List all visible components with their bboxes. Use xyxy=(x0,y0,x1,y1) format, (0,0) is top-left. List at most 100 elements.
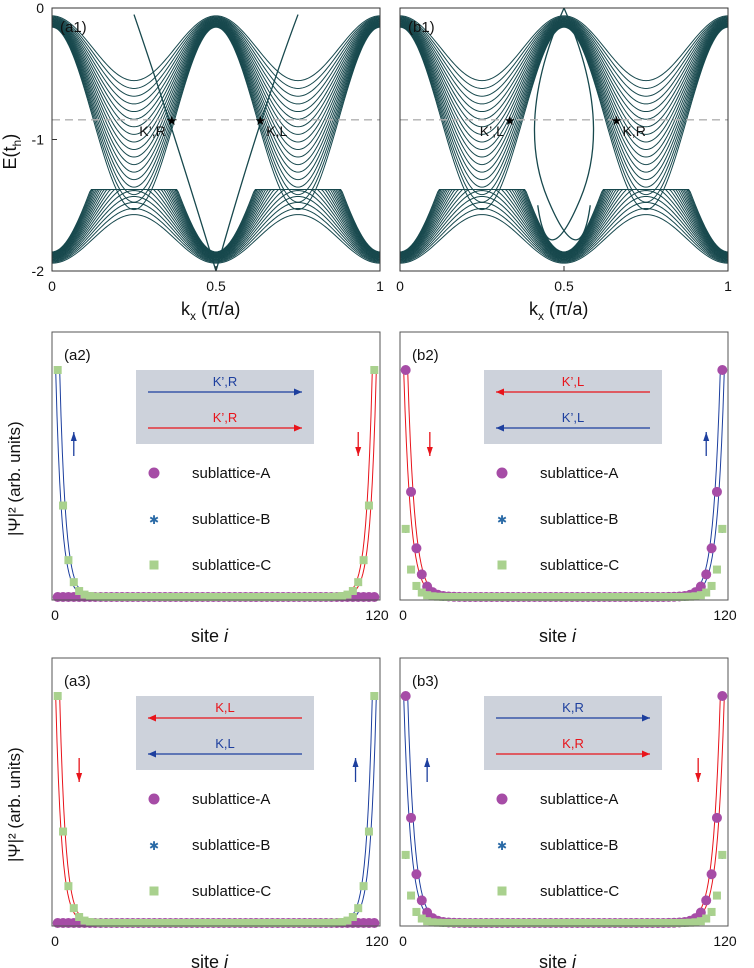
sublattice-C-point xyxy=(407,891,416,900)
legend-marker-A xyxy=(496,467,508,479)
upper-bulk-band xyxy=(399,15,729,82)
lower-bulk-band xyxy=(51,214,381,264)
sublattice-C-point xyxy=(295,592,304,601)
sublattice-C-point xyxy=(316,918,325,927)
panel-label: (b1) xyxy=(408,19,435,36)
valley-marker: ★ xyxy=(254,113,266,128)
legend-marker-B: ✱ xyxy=(497,839,507,853)
legend-marker-A xyxy=(148,793,160,805)
panel-label: (a2) xyxy=(64,347,91,364)
x-axis-label: site i xyxy=(191,626,229,646)
sublattice-C-point xyxy=(455,592,464,601)
sublattice-C-point xyxy=(573,593,582,601)
upper-bulk-band xyxy=(51,18,381,113)
sublattice-C-point xyxy=(332,918,341,927)
legend-marker-B: ✱ xyxy=(149,839,159,853)
lower-bulk-band xyxy=(399,188,729,256)
lower-bulk-band xyxy=(399,188,729,260)
legend-label: sublattice-C xyxy=(192,557,271,574)
sublattice-C-point xyxy=(289,918,298,927)
sublattice-C-point xyxy=(621,919,630,927)
sublattice-C-point xyxy=(80,590,89,599)
sublattice-C-point xyxy=(670,918,679,927)
panel-label: (b2) xyxy=(412,347,439,364)
sublattice-C-point xyxy=(198,593,207,601)
sublattice-C-point xyxy=(193,593,202,601)
y-label-end: ) xyxy=(0,134,20,140)
sublattice-C-point xyxy=(241,593,250,601)
spin-arrow-head xyxy=(355,447,362,456)
sublattice-C-point xyxy=(675,918,684,927)
sublattice-C-point xyxy=(627,593,636,601)
upper-bulk-band xyxy=(51,25,381,196)
sublattice-C-point xyxy=(616,593,625,601)
panel-label: (a1) xyxy=(60,19,87,36)
lower-bulk-band xyxy=(51,188,381,260)
sublattice-C-point xyxy=(80,916,89,925)
sublattice-C-point xyxy=(428,918,437,927)
spin-arrow-head xyxy=(703,432,710,441)
sublattice-C-point xyxy=(610,919,619,927)
sublattice-C-point xyxy=(482,918,491,927)
propagation-box xyxy=(484,696,662,770)
lower-bulk-band xyxy=(51,188,381,253)
marker-label: K’,L xyxy=(480,123,504,139)
sublattice-C-point xyxy=(584,593,593,601)
sublattice-C-point xyxy=(659,592,668,601)
edge-state-line xyxy=(133,14,217,272)
sublattice-C-point xyxy=(492,593,501,601)
sublattice-C-point xyxy=(696,917,705,926)
sublattice-C-point xyxy=(182,919,191,927)
sublattice-C-point xyxy=(338,592,347,601)
x-label-unit: (π/a) xyxy=(544,299,588,319)
sublattice-C-point xyxy=(187,919,196,927)
sublattice-A-point xyxy=(416,895,427,906)
sublattice-C-point xyxy=(150,919,159,927)
sublattice-C-point xyxy=(460,918,469,927)
sublattice-C-point xyxy=(712,891,721,900)
upper-bulk-band xyxy=(399,23,729,173)
sublattice-C-point xyxy=(519,919,528,927)
sublattice-C-point xyxy=(444,918,453,927)
sublattice-C-point xyxy=(225,919,234,927)
x-label-unit: (π/a) xyxy=(196,299,240,319)
sublattice-C-point xyxy=(702,914,711,923)
sublattice-C-point xyxy=(69,578,78,587)
upper-bulk-band xyxy=(399,17,729,97)
sublattice-A-point xyxy=(411,869,422,880)
x-label-main: k xyxy=(529,299,539,319)
sublattice-C-point xyxy=(514,593,523,601)
sublattice-C-point xyxy=(643,592,652,601)
lower-bulk-band xyxy=(399,188,729,260)
sublattice-C-point xyxy=(268,919,277,927)
sublattice-C-point xyxy=(144,592,153,601)
sublattice-C-point xyxy=(343,916,352,925)
x-tick-label: 0 xyxy=(51,933,59,949)
sublattice-C-point xyxy=(257,593,266,601)
x-axis-label: site i xyxy=(539,952,577,968)
sublattice-C-point xyxy=(338,918,347,927)
lower-bulk-band xyxy=(51,190,381,261)
y-axis-label: |Ψ|² (arb. units) xyxy=(5,747,24,862)
y-tick-label: -1 xyxy=(32,132,45,148)
lower-bulk-band xyxy=(399,188,729,259)
legend-marker-B: ✱ xyxy=(497,513,507,527)
lower-bulk-band xyxy=(51,195,381,262)
x-axis-label: kx (π/a) xyxy=(529,299,588,323)
sublattice-C-point xyxy=(236,919,245,927)
legend-label: sublattice-C xyxy=(540,557,619,574)
x-tick-label: 120 xyxy=(365,933,389,949)
direction-arrow-head xyxy=(148,750,156,758)
valley-marker: ★ xyxy=(611,113,623,128)
sublattice-C-point xyxy=(327,918,336,927)
sublattice-C-point xyxy=(107,592,116,601)
edge-state-line xyxy=(537,7,595,241)
sublattice-C-point xyxy=(712,565,721,574)
x-tick-label: 120 xyxy=(713,607,737,623)
upper-bulk-band xyxy=(51,24,381,181)
sublattice-C-point xyxy=(562,593,571,601)
sublattice-C-point xyxy=(96,592,105,601)
sublattice-C-point xyxy=(428,592,437,601)
wavefunction-panel-a3: ✱✱✱✱✱✱✱✱✱✱✱✱✱✱✱✱✱✱✱✱✱✱✱✱✱✱✱✱✱✱✱✱✱✱✱✱✱✱✱✱… xyxy=(5,657,389,968)
sublattice-C-point xyxy=(466,918,475,927)
